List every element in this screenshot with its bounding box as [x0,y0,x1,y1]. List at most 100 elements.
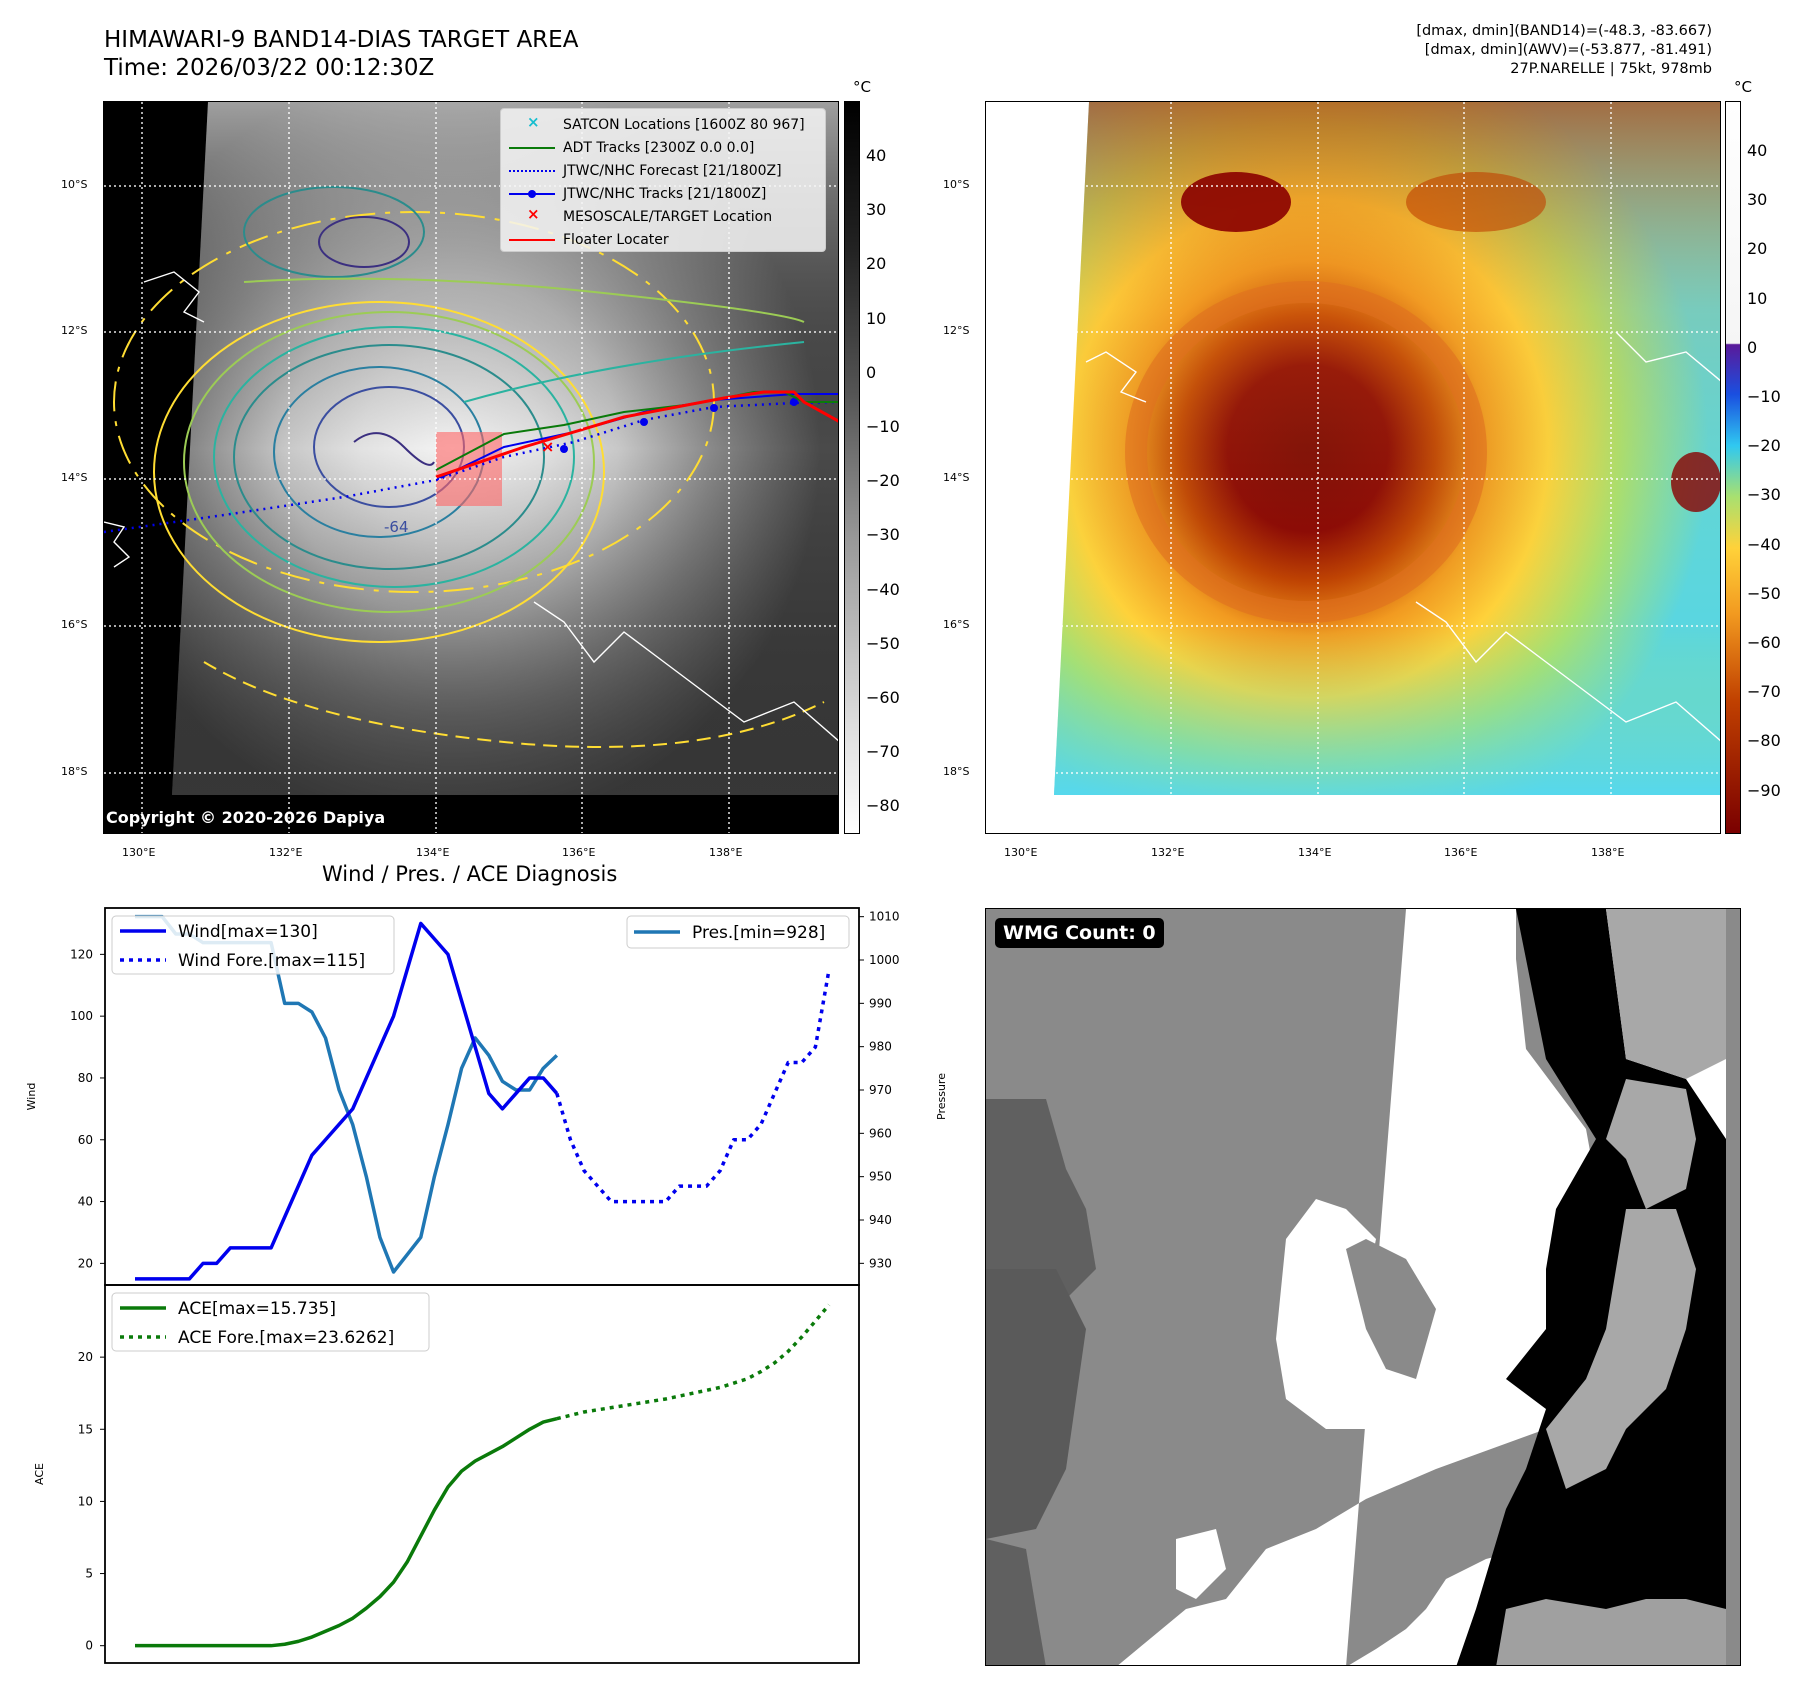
pressure-ytick-label: 980 [869,1040,892,1054]
colorbar-tick-label: −70 [1747,682,1781,702]
jtwc-track-points [560,398,798,453]
ace-ytick-label: 15 [78,1422,93,1436]
awv-colorbar-unit: °C [1734,78,1752,96]
colorbar-tick-label: −10 [866,417,900,436]
ir-colorbar [844,101,860,834]
lon-label: 136°E [1444,846,1478,859]
info-band14-range: [dmax, dmin](BAND14)=(-48.3, -83.667) [1416,23,1712,39]
contour-label: -64 [384,518,409,536]
pressure-ytick-label: 970 [869,1083,892,1097]
pressure-ytick-label: 960 [869,1126,892,1140]
colorbar-tick-label: 20 [1747,239,1768,259]
colorbar-tick-label: −30 [866,525,900,545]
ace-line [135,1416,558,1648]
legend-wind-forecast: Wind Fore.[max=115] [178,951,365,971]
wmg-count-badge: WMG Count: 0 [995,918,1164,948]
wind-legend [111,915,395,975]
wmg-image [986,909,1740,1665]
lon-label: 138°E [1591,846,1625,859]
colorbar-tick-label: 20 [866,254,887,274]
wmg-panel [985,908,1741,1666]
colorbar-tick-label: −40 [866,579,900,599]
wind-axis-label: Wind [25,1083,38,1111]
wind-ytick-label: 60 [78,1133,93,1147]
lat-label: 12°S [943,324,970,337]
wind-ytick-label: 100 [70,1009,93,1023]
ace-axis-label: ACE [33,1463,46,1485]
info-awv-range: [dmax, dmin](AWV)=(-53.877, -81.491) [1424,42,1712,58]
legend-item-satcon: × SATCON Locations [1600Z 80 967] [527,112,805,133]
awv-map-image [986,102,1720,833]
colorbar-tick-label: −10 [1747,387,1781,406]
lat-label: 16°S [943,618,970,631]
colorbar-tick-label: 40 [866,146,887,165]
legend-item-jtwc-tracks: JTWC/NHC Tracks [21/1800Z] [509,182,817,205]
copyright-text: Copyright © 2020-2026 Dapiya [106,808,386,827]
title-time: Time: 2026/03/22 00:12:30Z [104,55,435,81]
legend-item-target: × MESOSCALE/TARGET Location [527,204,773,225]
lon-label: 130°E [1004,846,1038,859]
legend-ace: ACE[max=15.735] [178,1299,336,1319]
legend-item-adt: ADT Tracks [2300Z 0.0 0.0] [509,136,817,159]
lat-label: 14°S [943,471,970,484]
colorbar-tick-label: −30 [1747,485,1781,505]
colorbar-tick-label: −70 [866,742,900,762]
lat-label: 12°S [61,324,88,337]
colorbar-tick-label: −60 [1747,633,1781,652]
colorbar-tick-label: 40 [1747,141,1768,160]
legend-wind: Wind[max=130] [178,922,318,942]
wind-ytick-label: 120 [70,947,93,961]
ace-ytick-label: 5 [85,1567,93,1581]
figure-title: HIMAWARI-9 BAND14-DIAS TARGET AREA Time: … [104,26,578,82]
ace-legend [111,1292,430,1352]
legend-item-floater: Floater Locater [509,228,817,251]
ace-axes [104,1284,860,1664]
awv-colorbar [1725,101,1741,834]
diagnosis-chart: 2040608010012093094095096097098099010001… [25,907,948,1664]
title-line-1: HIMAWARI-9 BAND14-DIAS TARGET AREA [104,27,579,53]
pressure-ytick-label: 1010 [869,910,900,924]
lat-label: 18°S [943,765,970,778]
colorbar-tick-label: 10 [1747,288,1768,308]
svg-text:×: × [541,437,554,456]
lon-label: 130°E [122,846,156,859]
colorbar-tick-label: 0 [1747,337,1758,357]
ace-ytick-label: 10 [78,1494,93,1508]
colorbar-tick-label: −20 [1747,436,1781,456]
ir-colorbar-unit: °C [853,78,871,96]
diagnosis-title: Wind / Pres. / ACE Diagnosis [322,862,618,886]
ace-ytick-label: 0 [85,1639,93,1653]
awv-map-panel [985,101,1721,834]
wind-line [135,921,559,1281]
wind-forecast-line [555,969,831,1204]
legend-pressure: Pres.[min=928] [692,923,825,943]
colorbar-tick-label: −90 [1747,780,1781,800]
colorbar-tick-label: 30 [866,200,887,220]
colorbar-tick-label: 0 [866,362,877,382]
colorbar-tick-label: 10 [866,308,887,328]
wind-ytick-label: 80 [78,1071,93,1085]
ir-map-image: × -64 [104,102,838,833]
colorbar-tick-label: −40 [1747,534,1781,554]
pressure-ytick-label: 940 [869,1213,892,1227]
colorbar-tick-label: −50 [1747,583,1781,603]
ace-ytick-label: 20 [78,1350,93,1364]
pressure-ytick-label: 930 [869,1256,892,1270]
colorbar-tick-label: −60 [866,688,900,707]
lat-label: 18°S [61,765,88,778]
lon-label: 132°E [1151,846,1185,859]
lat-label: 10°S [61,178,88,191]
map-legend: × SATCON Locations [1600Z 80 967] ADT Tra… [500,108,826,252]
lat-label: 10°S [943,178,970,191]
colorbar-tick-label: −20 [866,471,900,491]
legend-ace-forecast: ACE Fore.[max=23.6262] [178,1328,394,1348]
lon-label: 138°E [709,846,743,859]
lon-label: 134°E [1298,846,1332,859]
pressure-ytick-label: 1000 [869,953,900,967]
colorbar-tick-label: −80 [1747,731,1781,751]
pressure-ytick-label: 990 [869,996,892,1010]
colorbar-tick-label: −80 [866,796,900,816]
colorbar-tick-label: −50 [866,633,900,653]
info-storm: 27P.NARELLE | 75kt, 978mb [1510,61,1712,77]
colorbar-tick-label: 30 [1747,190,1768,210]
